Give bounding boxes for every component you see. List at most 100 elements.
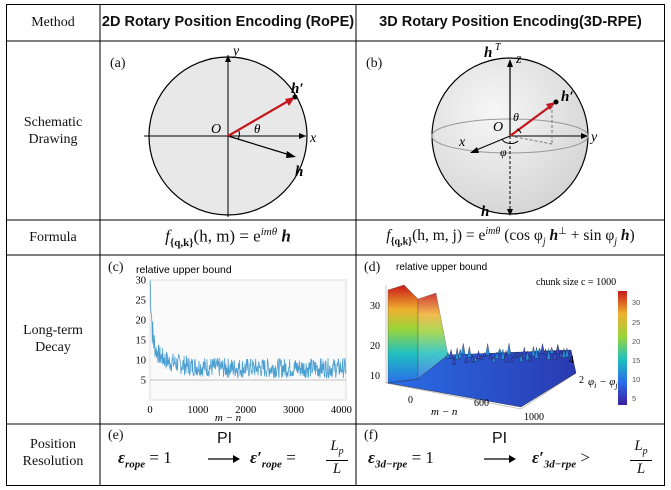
res-3d-num-sub: p: [642, 446, 648, 457]
chart-d-spike: [454, 347, 460, 360]
chart-d-spike: [512, 352, 518, 358]
chart-d-spike: [494, 351, 500, 359]
res-2d-num: L: [330, 438, 339, 454]
label-x-3d: x: [458, 135, 466, 150]
chart-c-ytick: 15: [136, 336, 147, 347]
formula-2d-tail: h: [281, 226, 291, 246]
header-method: Method: [31, 15, 75, 30]
formula-3d-args: (h, m, j) = e: [412, 227, 486, 245]
chart-d-spike: [528, 356, 533, 362]
chart-d-spike: [500, 349, 506, 360]
chart-d-spike: [509, 356, 515, 363]
chart-d-spike: [464, 357, 469, 364]
label-y-3d: y: [589, 130, 598, 145]
h-prime-3d-endpoint: [553, 99, 559, 105]
cbar-tick-5: 5: [632, 394, 636, 403]
panel-a-tag: (a): [110, 56, 126, 71]
res-2d-fraction: Lp L: [326, 438, 348, 478]
panel-b-tag: (b): [366, 56, 383, 71]
chart-d-spike: [531, 346, 536, 357]
chart-d-spike: [448, 349, 454, 359]
resolution-2d: εrope = 1 PI ε′rope = Lp L: [100, 424, 356, 486]
chart-c-xtick: 3000: [283, 405, 304, 416]
res-3d-eq: = 1: [411, 448, 434, 467]
resolution-3d-rhs: ε′3d−rpe >: [532, 448, 590, 470]
res-2d-eps: ε: [118, 448, 125, 467]
label-z: z: [515, 52, 522, 67]
chart-d-ylabel-sub1: i: [594, 381, 596, 390]
formula-3d-j2: j: [614, 236, 618, 248]
panel-d-tag: (d): [364, 260, 381, 275]
row-label-resolution: Position Resolution: [6, 436, 100, 470]
label-h-prime-3d: h′: [561, 89, 574, 105]
chart-c-xtick: 1000: [187, 405, 208, 416]
label-phi: φ: [500, 145, 507, 159]
res-2d-arrow-icon: [208, 455, 240, 463]
chart-d-ylabel: φi − φj: [588, 376, 618, 390]
chart-d-xlabel: m − n: [431, 406, 458, 418]
table-grid: [6, 4, 665, 486]
chart-d-spike: [467, 346, 472, 358]
chart-d-spike: [451, 356, 457, 365]
res-2d-eq2: =: [286, 448, 296, 467]
chart-d-spike: [479, 354, 484, 360]
chart-d-spike: [537, 347, 542, 354]
chart-d-xtick-0: 0: [408, 395, 413, 406]
chart-c-ytick: 20: [136, 316, 147, 327]
chart-c-xlabel: m − n: [215, 412, 242, 424]
chart-d-xtick-1000: 1000: [524, 412, 544, 423]
res-2d-num-sub: p: [338, 446, 344, 457]
formula-3d-plus: + sin φ: [570, 227, 615, 245]
chart-d-ztick-10: 10: [370, 371, 380, 382]
chart-d-box: [385, 285, 577, 410]
chart-d-spike: [503, 350, 509, 363]
header-3drpe: 3D Rotary Position Encoding(3D-RPE): [379, 14, 642, 30]
x-axis-arrow: [299, 133, 306, 139]
row-label-schematic: Schematic Drawing: [6, 114, 100, 148]
res-2d-sub: rope: [124, 458, 146, 471]
panel-e-tag: (e): [108, 428, 124, 443]
resolution-3d-lhs: ε3d−rpe = 1: [368, 448, 434, 470]
resolution-3d: ε3d−rpe = 1 PI ε′3d−rpe > Lp L: [356, 424, 665, 486]
formula-3d-h2: h: [620, 227, 630, 245]
label-origin: O: [211, 122, 221, 137]
chart-d-spike: [540, 343, 545, 354]
chart-d-ztick-30: 30: [370, 301, 380, 312]
res-3d-eq2: >: [580, 448, 590, 467]
h-prime-3d-vector: [509, 104, 553, 137]
label-y: y: [231, 44, 240, 59]
chart-d-spike: [552, 350, 557, 360]
res-2d-pi: PI: [217, 430, 233, 447]
row-label-formula: Formula: [29, 230, 77, 245]
formula-2d: f{q,k}(h, m) = eimθ h: [100, 226, 356, 249]
cbar-tick-25: 25: [632, 318, 640, 327]
label-theta: θ: [254, 121, 261, 136]
row-label-decay: Long-term Decay: [6, 322, 100, 356]
chart-d-spike: [555, 344, 560, 354]
chart-d-floor: [387, 349, 577, 408]
res-3d-den: L: [636, 461, 646, 477]
formula-3d-perp: ⊥: [558, 226, 567, 237]
cbar-tick-20: 20: [632, 337, 640, 346]
chart-c-xtick: 4000: [331, 405, 352, 416]
chart-d-spike: [515, 351, 521, 357]
comparison-table: Method 2D Rotary Position Encoding (RoPE…: [6, 4, 665, 486]
formula-3d-close: ): [629, 227, 635, 245]
formula-3d-h1: h: [549, 227, 559, 245]
label-h-top-sup: T: [495, 42, 502, 53]
chart-c-series-line: [149, 280, 347, 379]
resolution-2d-rhs: ε′rope =: [250, 448, 296, 470]
cbar-tick-10: 10: [632, 375, 640, 384]
chart-d-ytick-2: 2: [579, 375, 584, 386]
chart-c-ytick: 25: [136, 296, 147, 307]
chart-d-chunk: chunk size c = 1000: [536, 277, 616, 288]
cbar-tick-30: 30: [632, 298, 640, 307]
x-axis-3d-arrow: [470, 147, 479, 153]
chart-d-spike: [497, 348, 503, 354]
chart-d-spike: [549, 346, 554, 354]
label-h-top: h: [484, 45, 492, 61]
label-h-prime: h′: [291, 81, 304, 97]
h-prime-arrowhead: [285, 97, 295, 106]
res-2d-eq: = 1: [149, 448, 172, 467]
chart-d-spike: [543, 348, 548, 355]
